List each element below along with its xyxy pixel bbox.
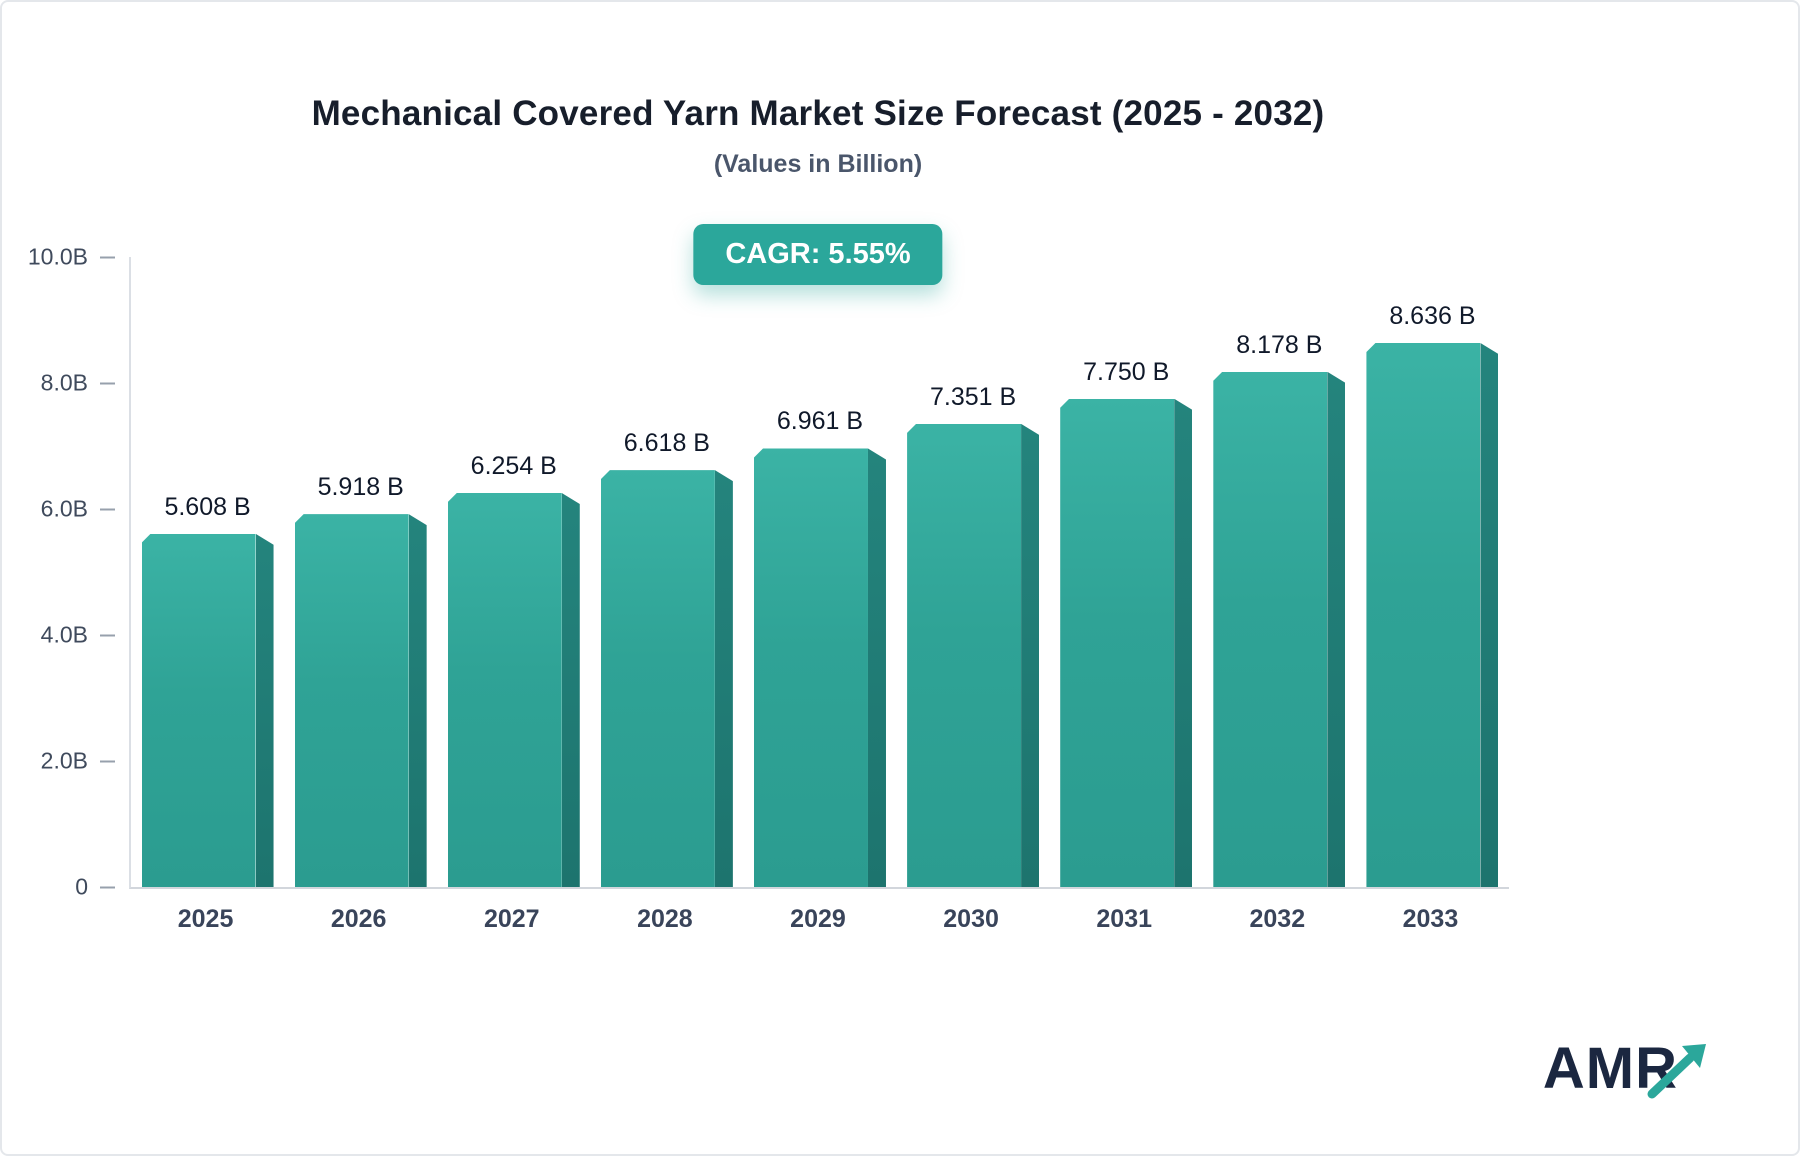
y-tick-label: 4.0B: [40, 621, 88, 648]
bar-2026: 5.918 B: [294, 473, 427, 887]
bar-face: [600, 470, 715, 887]
chart-subtitle: (Values in Billion): [713, 150, 923, 178]
bar-face: [1213, 371, 1328, 887]
bar-face: [907, 423, 1022, 887]
bar-value-label: 5.918 B: [317, 473, 404, 502]
y-tick-dash-icon: [100, 256, 115, 258]
x-axis-label: 2031: [1096, 905, 1153, 933]
bar-2028: 6.618 B: [600, 429, 733, 887]
bar-side-face: [867, 448, 886, 887]
cagr-badge: CAGR: 5.55%: [693, 224, 943, 285]
plot-area: 5.608 B 5.918 B 6.254 B 6.618 B 6.961 B 7.351…: [129, 257, 1509, 889]
y-tick-dash-icon: [100, 886, 115, 888]
y-tick-label: 10.0B: [27, 243, 88, 270]
bar-side-face: [561, 493, 580, 887]
bar-face: [294, 514, 409, 887]
y-tick-dash-icon: [100, 634, 115, 636]
bar-2032: 8.178 B: [1213, 331, 1346, 887]
y-tick: 2.0B: [2, 748, 129, 775]
bar-slot: 5.608 B: [131, 257, 284, 887]
bar-side-face: [1327, 371, 1346, 887]
x-axis-label: 2026: [330, 905, 387, 933]
bar-side-face: [1480, 342, 1499, 887]
bar-face: [1366, 342, 1481, 887]
x-axis-label: 2025: [177, 905, 234, 933]
y-tick-dash-icon: [100, 760, 115, 762]
bar-side-face: [1174, 398, 1193, 887]
bar-slot: 8.636 B: [1356, 257, 1509, 887]
bar-side-face: [255, 533, 274, 887]
bar-face: [753, 448, 868, 887]
bar-side-face: [408, 514, 427, 887]
x-axis-label: 2027: [483, 905, 540, 933]
y-tick: 0: [2, 874, 129, 901]
bar-side-face: [714, 470, 733, 887]
bar-value-label: 8.178 B: [1236, 330, 1323, 359]
bar-face: [141, 533, 256, 887]
bar-value-label: 6.961 B: [776, 407, 864, 436]
bar-slot: 6.618 B: [590, 257, 743, 887]
bar-2027: 6.254 B: [447, 452, 580, 887]
bar-value-label: 7.351 B: [930, 382, 1017, 411]
x-axis-label: 2032: [1249, 905, 1306, 933]
y-tick: 4.0B: [2, 622, 129, 649]
y-tick-label: 2.0B: [40, 747, 88, 774]
y-tick: 6.0B: [2, 496, 129, 523]
growth-arrow-icon: [1647, 1043, 1706, 1098]
amr-logo: AMR: [1543, 1035, 1710, 1102]
bar-value-label: 6.254 B: [470, 452, 557, 480]
y-tick-label: 8.0B: [40, 369, 88, 396]
y-tick-label: 6.0B: [40, 495, 88, 522]
y-tick-label: 0: [75, 873, 88, 900]
x-axis-label: 2030: [943, 905, 999, 933]
y-tick-dash-icon: [100, 382, 115, 384]
chart-title: Mechanical Covered Yarn Market Size Fore…: [311, 94, 1325, 133]
x-axis-label: 2033: [1402, 905, 1459, 933]
bar-2025: 5.608 B: [141, 493, 274, 887]
x-axis-label: 2029: [790, 905, 846, 933]
bar-2030: 7.351 B: [907, 383, 1040, 887]
bar-value-label: 8.636 B: [1389, 301, 1476, 330]
bar-2033: 8.636 B: [1366, 302, 1499, 887]
y-tick-dash-icon: [100, 508, 115, 510]
bars-area: 5.608 B 5.918 B 6.254 B 6.618 B 6.961 B 7.351…: [131, 257, 1509, 887]
bar-value-label: 7.750 B: [1083, 357, 1170, 386]
bar-value-label: 6.618 B: [623, 429, 710, 458]
bar-slot: 8.178 B: [1203, 257, 1356, 887]
y-axis: 0 2.0B 4.0B 6.0B 8.0B 10.0B: [2, 244, 129, 900]
bar-value-label: 5.608 B: [164, 492, 251, 521]
bar-slot: 6.961 B: [743, 257, 896, 887]
y-tick: 8.0B: [2, 370, 129, 397]
bar-face: [1060, 398, 1175, 887]
bar-slot: 5.918 B: [284, 257, 437, 887]
bar-face: [447, 493, 562, 887]
bar-slot: 7.351 B: [897, 257, 1050, 887]
bar-slot: 7.750 B: [1050, 257, 1203, 887]
bar-2031: 7.750 B: [1060, 358, 1193, 887]
x-axis-label: 2028: [637, 905, 693, 933]
x-axis: 2025 2026 2027 2028 2029 2030 2031 2032 2033: [129, 905, 1507, 934]
bar-2029: 6.961 B: [753, 407, 886, 887]
bar-side-face: [1021, 423, 1040, 887]
y-tick: 10.0B: [2, 244, 129, 271]
bar-slot: 6.254 B: [437, 257, 590, 887]
